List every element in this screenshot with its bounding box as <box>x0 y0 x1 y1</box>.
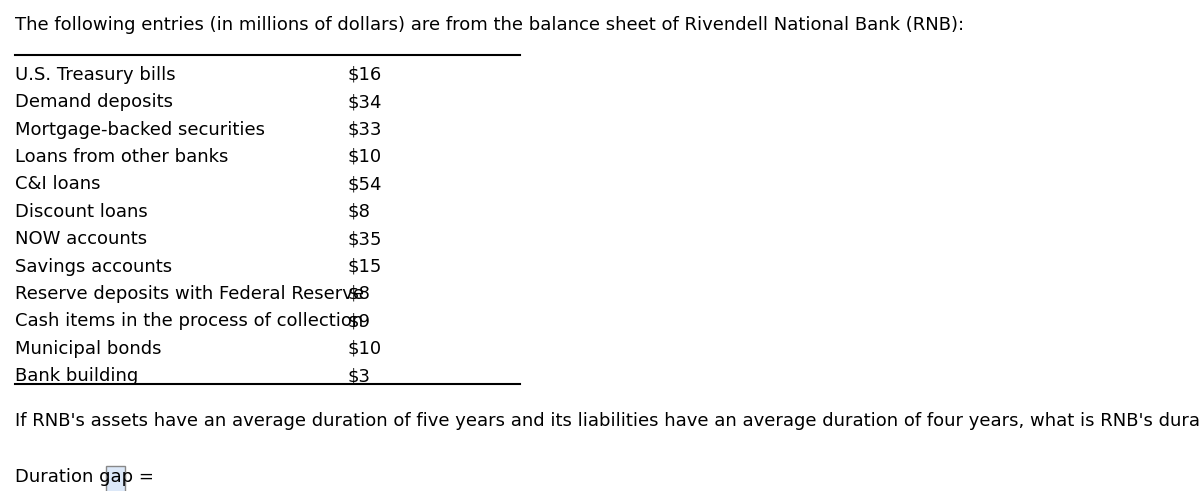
Text: $35: $35 <box>348 230 383 248</box>
FancyBboxPatch shape <box>107 466 125 491</box>
Text: Demand deposits: Demand deposits <box>16 93 174 111</box>
Text: $8: $8 <box>348 203 371 221</box>
Text: $9: $9 <box>348 312 371 330</box>
Text: $3: $3 <box>348 367 371 385</box>
Text: $34: $34 <box>348 93 383 111</box>
Text: $16: $16 <box>348 66 382 84</box>
Text: Municipal bonds: Municipal bonds <box>16 340 162 358</box>
Text: $33: $33 <box>348 121 383 138</box>
Text: $15: $15 <box>348 258 383 275</box>
Text: Savings accounts: Savings accounts <box>16 258 173 275</box>
Text: $54: $54 <box>348 175 383 193</box>
Text: $10: $10 <box>348 340 382 358</box>
Text: If RNB's assets have an average duration of five years and its liabilities have : If RNB's assets have an average duration… <box>16 412 1200 430</box>
Text: $8: $8 <box>348 285 371 303</box>
Text: Bank building: Bank building <box>16 367 139 385</box>
Text: Loans from other banks: Loans from other banks <box>16 148 229 166</box>
Text: $10: $10 <box>348 148 382 166</box>
Text: Duration gap =: Duration gap = <box>16 468 155 487</box>
Text: Mortgage-backed securities: Mortgage-backed securities <box>16 121 265 138</box>
Text: Reserve deposits with Federal Reserve: Reserve deposits with Federal Reserve <box>16 285 365 303</box>
Text: The following entries (in millions of dollars) are from the balance sheet of Riv: The following entries (in millions of do… <box>16 16 965 34</box>
Text: NOW accounts: NOW accounts <box>16 230 148 248</box>
Text: Cash items in the process of collection: Cash items in the process of collection <box>16 312 364 330</box>
Text: U.S. Treasury bills: U.S. Treasury bills <box>16 66 176 84</box>
Text: Discount loans: Discount loans <box>16 203 148 221</box>
Text: C&I loans: C&I loans <box>16 175 101 193</box>
